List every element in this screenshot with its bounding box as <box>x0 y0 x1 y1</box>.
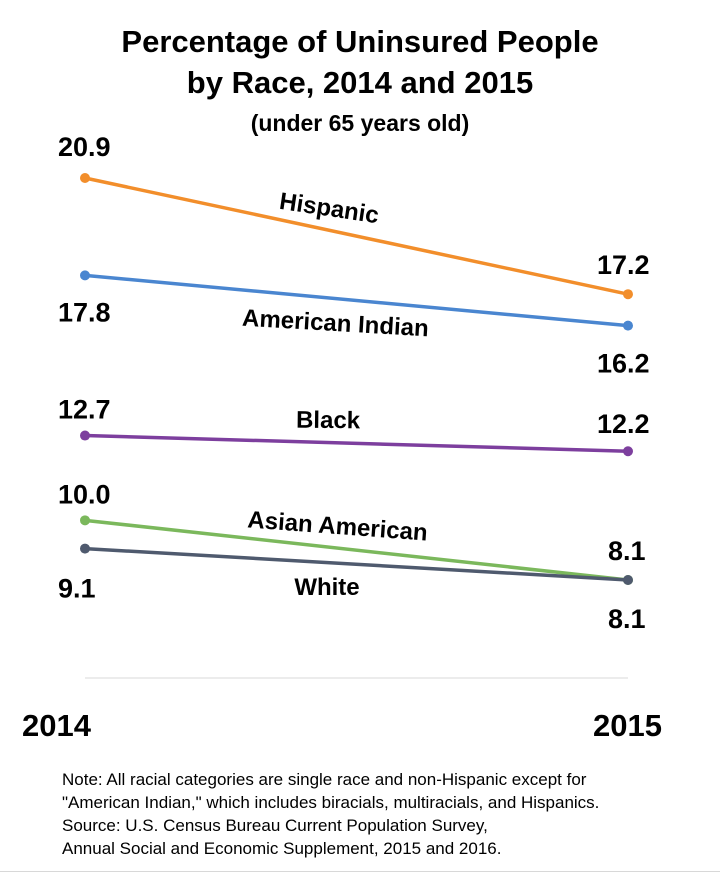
bottom-divider <box>0 871 720 872</box>
series-line-white <box>83 546 630 582</box>
line-chart: 2014 201520.917.2Hispanic17.816.2American… <box>22 132 662 743</box>
series-line-american-indian <box>83 273 630 328</box>
series-line-hispanic <box>83 176 630 296</box>
footnote-line: Annual Social and Economic Supplement, 2… <box>62 839 502 858</box>
series-name-black: Black <box>296 407 361 435</box>
chart-subtitle: (under 65 years old) <box>250 110 470 136</box>
x-tick-label-2015: 2015 <box>593 708 662 743</box>
data-point-american-indian-2014 <box>80 270 90 281</box>
footnote: Note: All racial categories are single r… <box>62 768 599 860</box>
data-label-american-indian-2015: 16.2 <box>597 349 650 379</box>
data-label-black-2014: 12.7 <box>58 395 111 425</box>
data-point-black-2014 <box>80 430 90 441</box>
chart-title-line-2: by Race, 2014 and 2015 <box>186 65 534 100</box>
chart-title-line-1: Percentage of Uninsured People <box>121 24 599 59</box>
footnote-line: Note: All racial categories are single r… <box>62 770 587 789</box>
series-line-asian-american <box>83 518 630 582</box>
data-point-white-2014 <box>80 543 90 554</box>
data-label-black-2015: 12.2 <box>597 409 650 439</box>
data-label-hispanic-2015: 17.2 <box>597 250 650 280</box>
data-point-asian-american-2014 <box>80 515 90 526</box>
data-point-hispanic-2014 <box>80 173 90 183</box>
x-tick-label-2014: 2014 <box>22 708 92 743</box>
series-name-american-indian: American Indian <box>241 305 429 343</box>
data-point-american-indian-2015 <box>623 320 633 331</box>
data-point-black-2015 <box>623 446 633 457</box>
data-label-white-2014: 9.1 <box>58 574 96 604</box>
data-label-hispanic-2014: 20.9 <box>58 132 111 162</box>
data-point-white-2015 <box>623 575 633 585</box>
footnote-line: "American Indian," which includes biraci… <box>62 793 600 812</box>
data-label-american-indian-2014: 17.8 <box>58 297 111 327</box>
data-label-white-2015: 8.1 <box>608 604 646 634</box>
data-point-hispanic-2015 <box>623 289 633 300</box>
data-label-asian-american-2014: 10.0 <box>58 479 111 509</box>
data-label-asian-american-2015: 8.1 <box>608 536 646 566</box>
series-name-white: White <box>294 574 359 601</box>
footnote-line: Source: U.S. Census Bureau Current Popul… <box>62 816 488 835</box>
series-line-black <box>83 433 630 453</box>
